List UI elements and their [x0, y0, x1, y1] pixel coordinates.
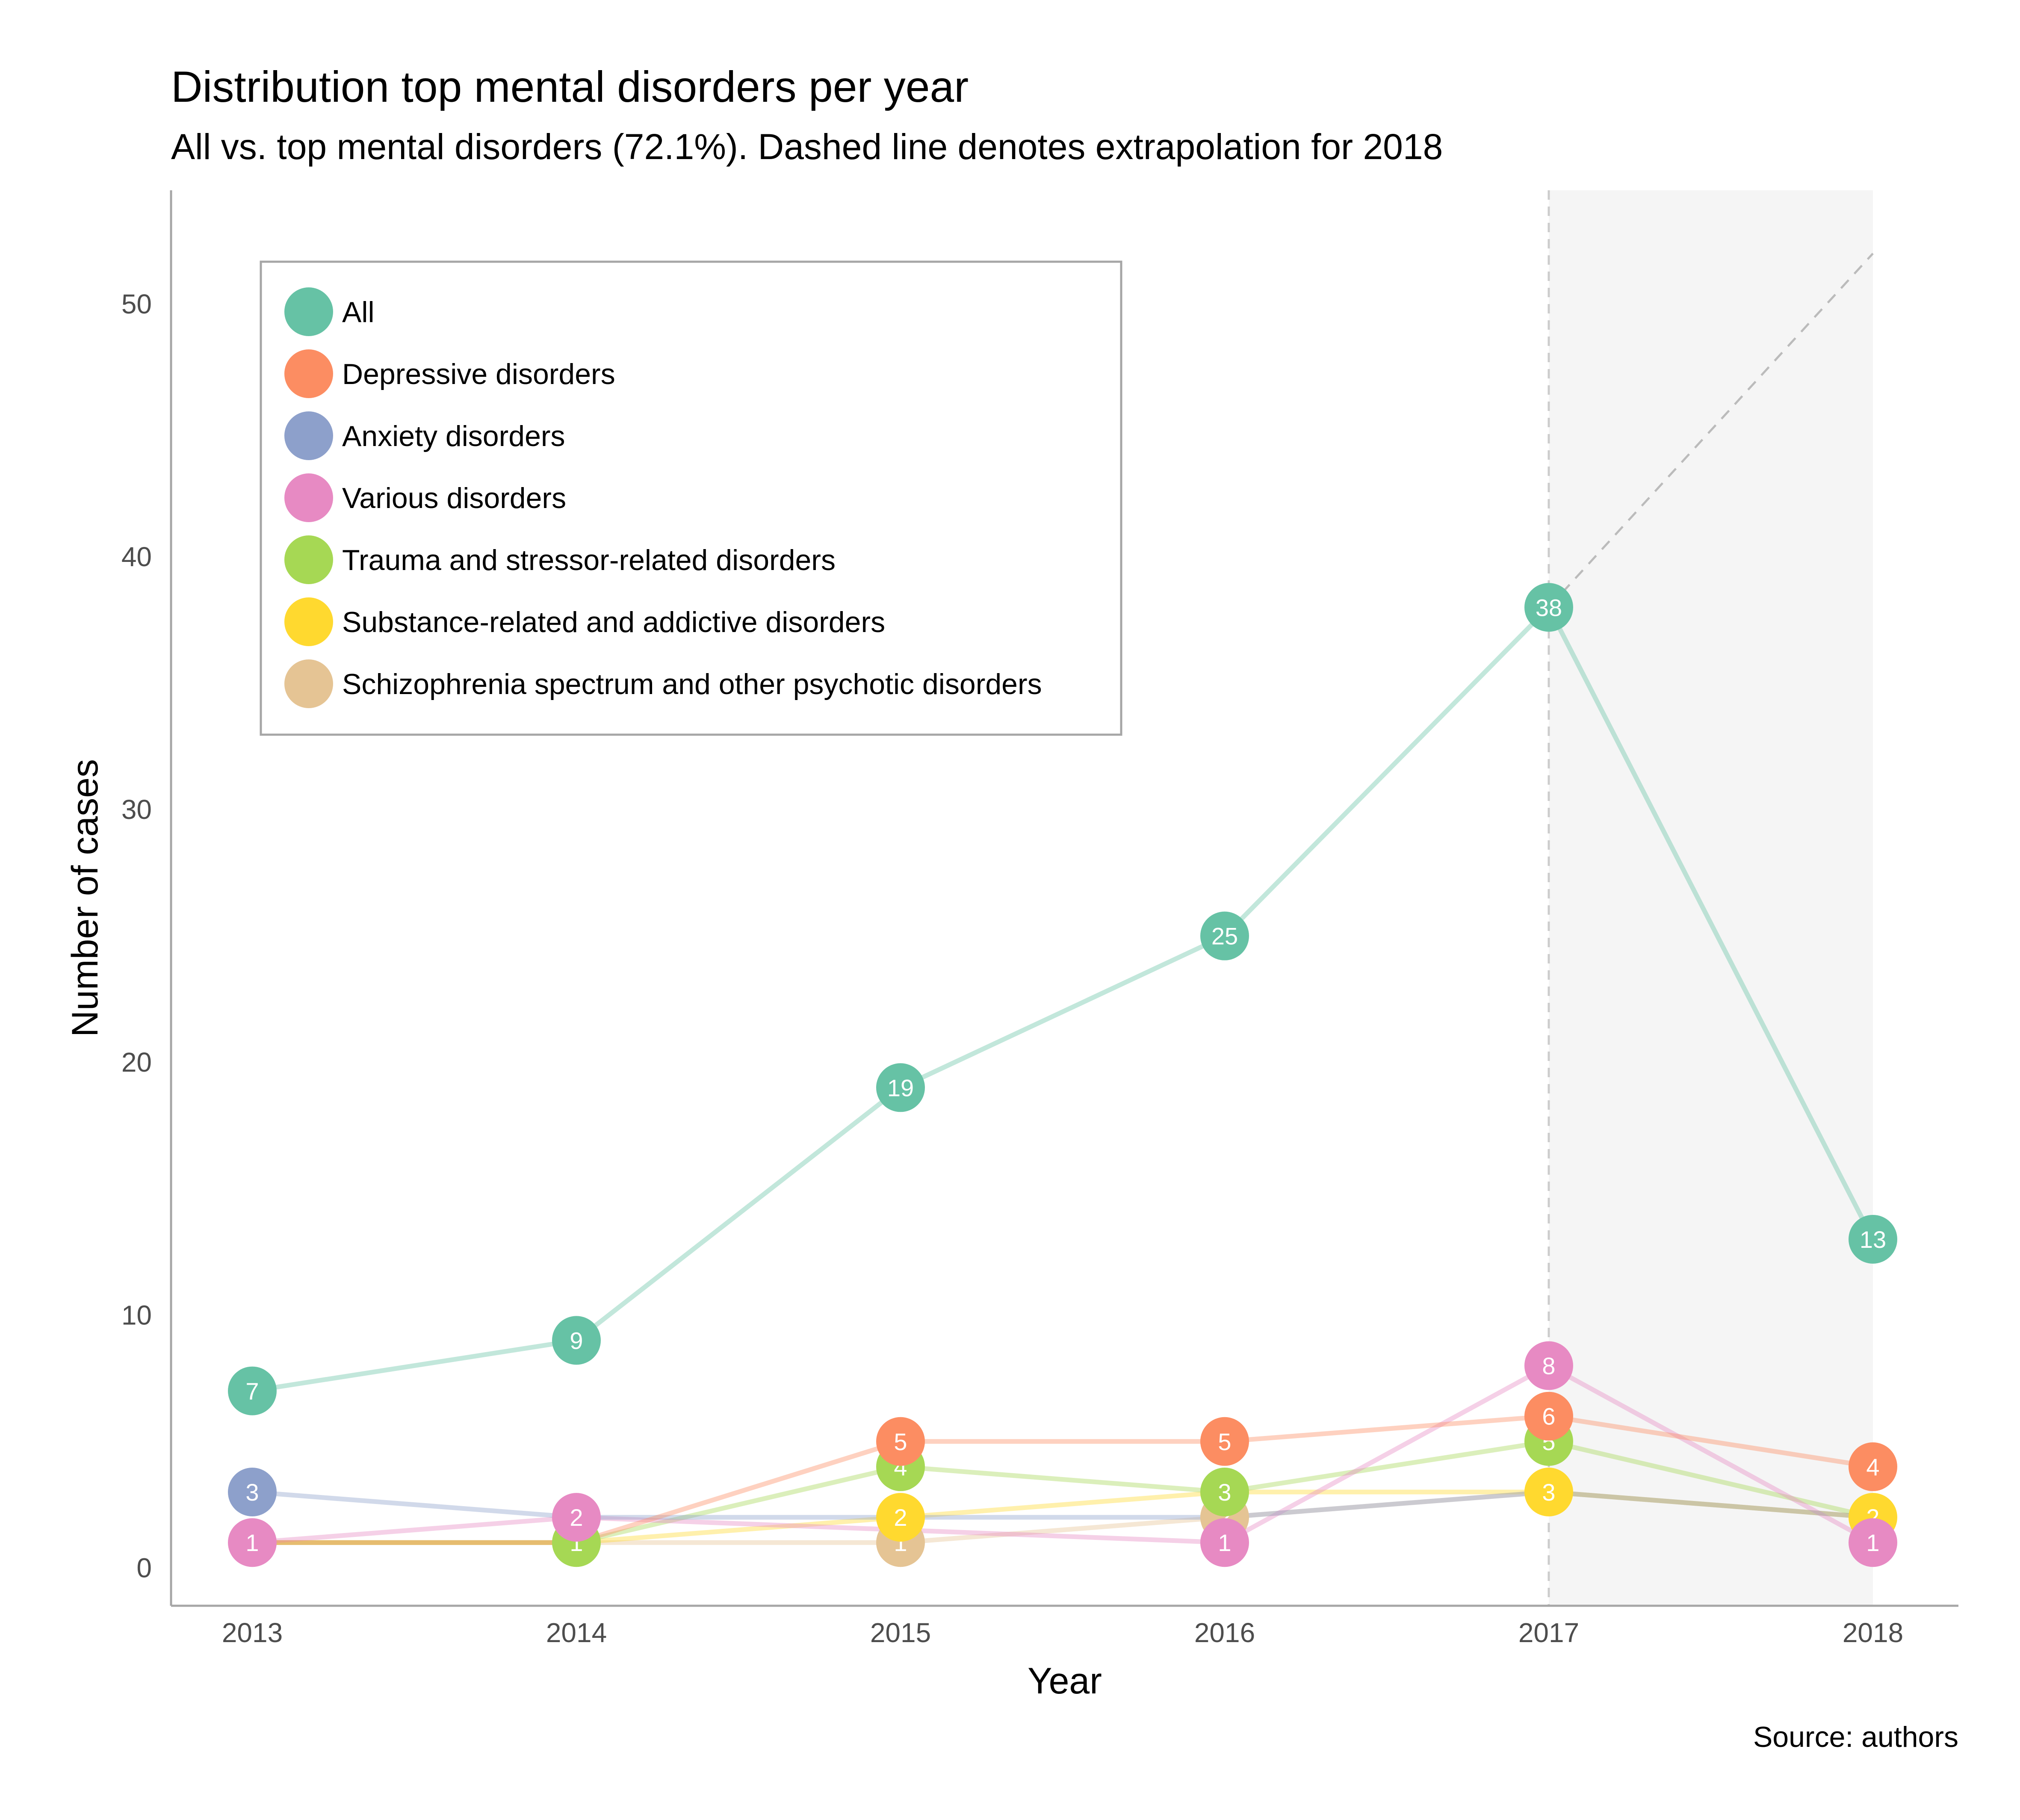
x-tick-label-2018: 2018 [1843, 1617, 1903, 1648]
x-tick-label-2013: 2013 [222, 1617, 283, 1648]
legend-label-anxiety-disorders: Anxiety disorders [342, 420, 565, 452]
chart-title: Distribution top mental disorders per ye… [171, 62, 969, 111]
chart-subtitle: All vs. top mental disorders (72.1%). Da… [171, 127, 1443, 167]
legend: All Depressive disorders Anxiety disorders… [261, 262, 1121, 735]
point-label-substance-related-and-addictive-disorders-2017: 3 [1542, 1479, 1555, 1506]
x-axis-title: Year [1028, 1660, 1102, 1702]
x-tick-label-2014: 2014 [546, 1617, 607, 1648]
point-label-all-2014: 9 [570, 1327, 583, 1354]
x-tick-label-2016: 2016 [1194, 1617, 1255, 1648]
y-tick-label-50: 50 [121, 289, 152, 319]
legend-label-all: All [342, 296, 375, 328]
legend-label-various-disorders: Various disorders [342, 482, 566, 514]
point-label-substance-related-and-addictive-disorders-2015: 2 [894, 1504, 907, 1531]
y-axis-ticks: 0 10 20 30 40 50 [121, 289, 152, 1583]
legend-key-anxiety-disorders [284, 411, 333, 460]
legend-key-substance-related-and-addictive-disorders [284, 597, 333, 646]
point-label-various-disorders-2018: 1 [1866, 1529, 1879, 1556]
point-label-trauma-and-stressor-related-disorders-2016: 3 [1218, 1479, 1231, 1506]
point-label-all-2017: 38 [1536, 594, 1562, 621]
y-tick-label-40: 40 [121, 541, 152, 572]
point-label-various-disorders-2014: 2 [570, 1504, 583, 1531]
legend-key-trauma-and-stressor-related-disorders [284, 535, 333, 584]
point-label-all-2018: 13 [1860, 1226, 1886, 1253]
legend-label-depressive-disorders: Depressive disorders [342, 358, 615, 390]
legend-key-schizophrenia-spectrum-and-other-psychotic-disorders [284, 659, 333, 708]
legend-label-substance-related-and-addictive-disorders: Substance-related and addictive disorder… [342, 606, 885, 638]
chart-caption: Source: authors [1753, 1721, 1958, 1753]
point-label-depressive-disorders-2015: 5 [894, 1428, 907, 1455]
legend-key-various-disorders [284, 473, 333, 522]
y-tick-label-30: 30 [121, 794, 152, 825]
point-label-depressive-disorders-2018: 4 [1866, 1454, 1879, 1480]
point-label-all-2015: 19 [887, 1074, 914, 1101]
x-tick-label-2017: 2017 [1518, 1617, 1579, 1648]
point-label-various-disorders-2016: 1 [1218, 1529, 1231, 1556]
legend-key-all [284, 287, 333, 336]
y-tick-label-10: 10 [121, 1300, 152, 1330]
y-tick-label-20: 20 [121, 1047, 152, 1078]
y-axis-title: Number of cases [65, 759, 106, 1037]
x-tick-label-2015: 2015 [870, 1617, 931, 1648]
point-label-depressive-disorders-2016: 5 [1218, 1428, 1231, 1455]
point-label-all-2013: 7 [245, 1378, 259, 1405]
y-tick-label-0: 0 [136, 1552, 152, 1583]
point-label-all-2016: 25 [1211, 923, 1238, 950]
point-label-depressive-disorders-2017: 6 [1542, 1403, 1555, 1430]
point-label-anxiety-disorders-2013: 3 [245, 1479, 259, 1506]
x-axis-ticks: 2013 2014 2015 2016 2017 2018 [222, 1617, 1903, 1648]
point-label-various-disorders-2013: 1 [245, 1529, 259, 1556]
legend-label-trauma-and-stressor-related-disorders: Trauma and stressor-related disorders [342, 544, 836, 576]
legend-label-schizophrenia-spectrum-and-other-psychotic-disorders: Schizophrenia spectrum and other psychot… [342, 668, 1042, 700]
point-label-various-disorders-2017: 8 [1542, 1352, 1555, 1379]
legend-key-depressive-disorders [284, 349, 333, 398]
